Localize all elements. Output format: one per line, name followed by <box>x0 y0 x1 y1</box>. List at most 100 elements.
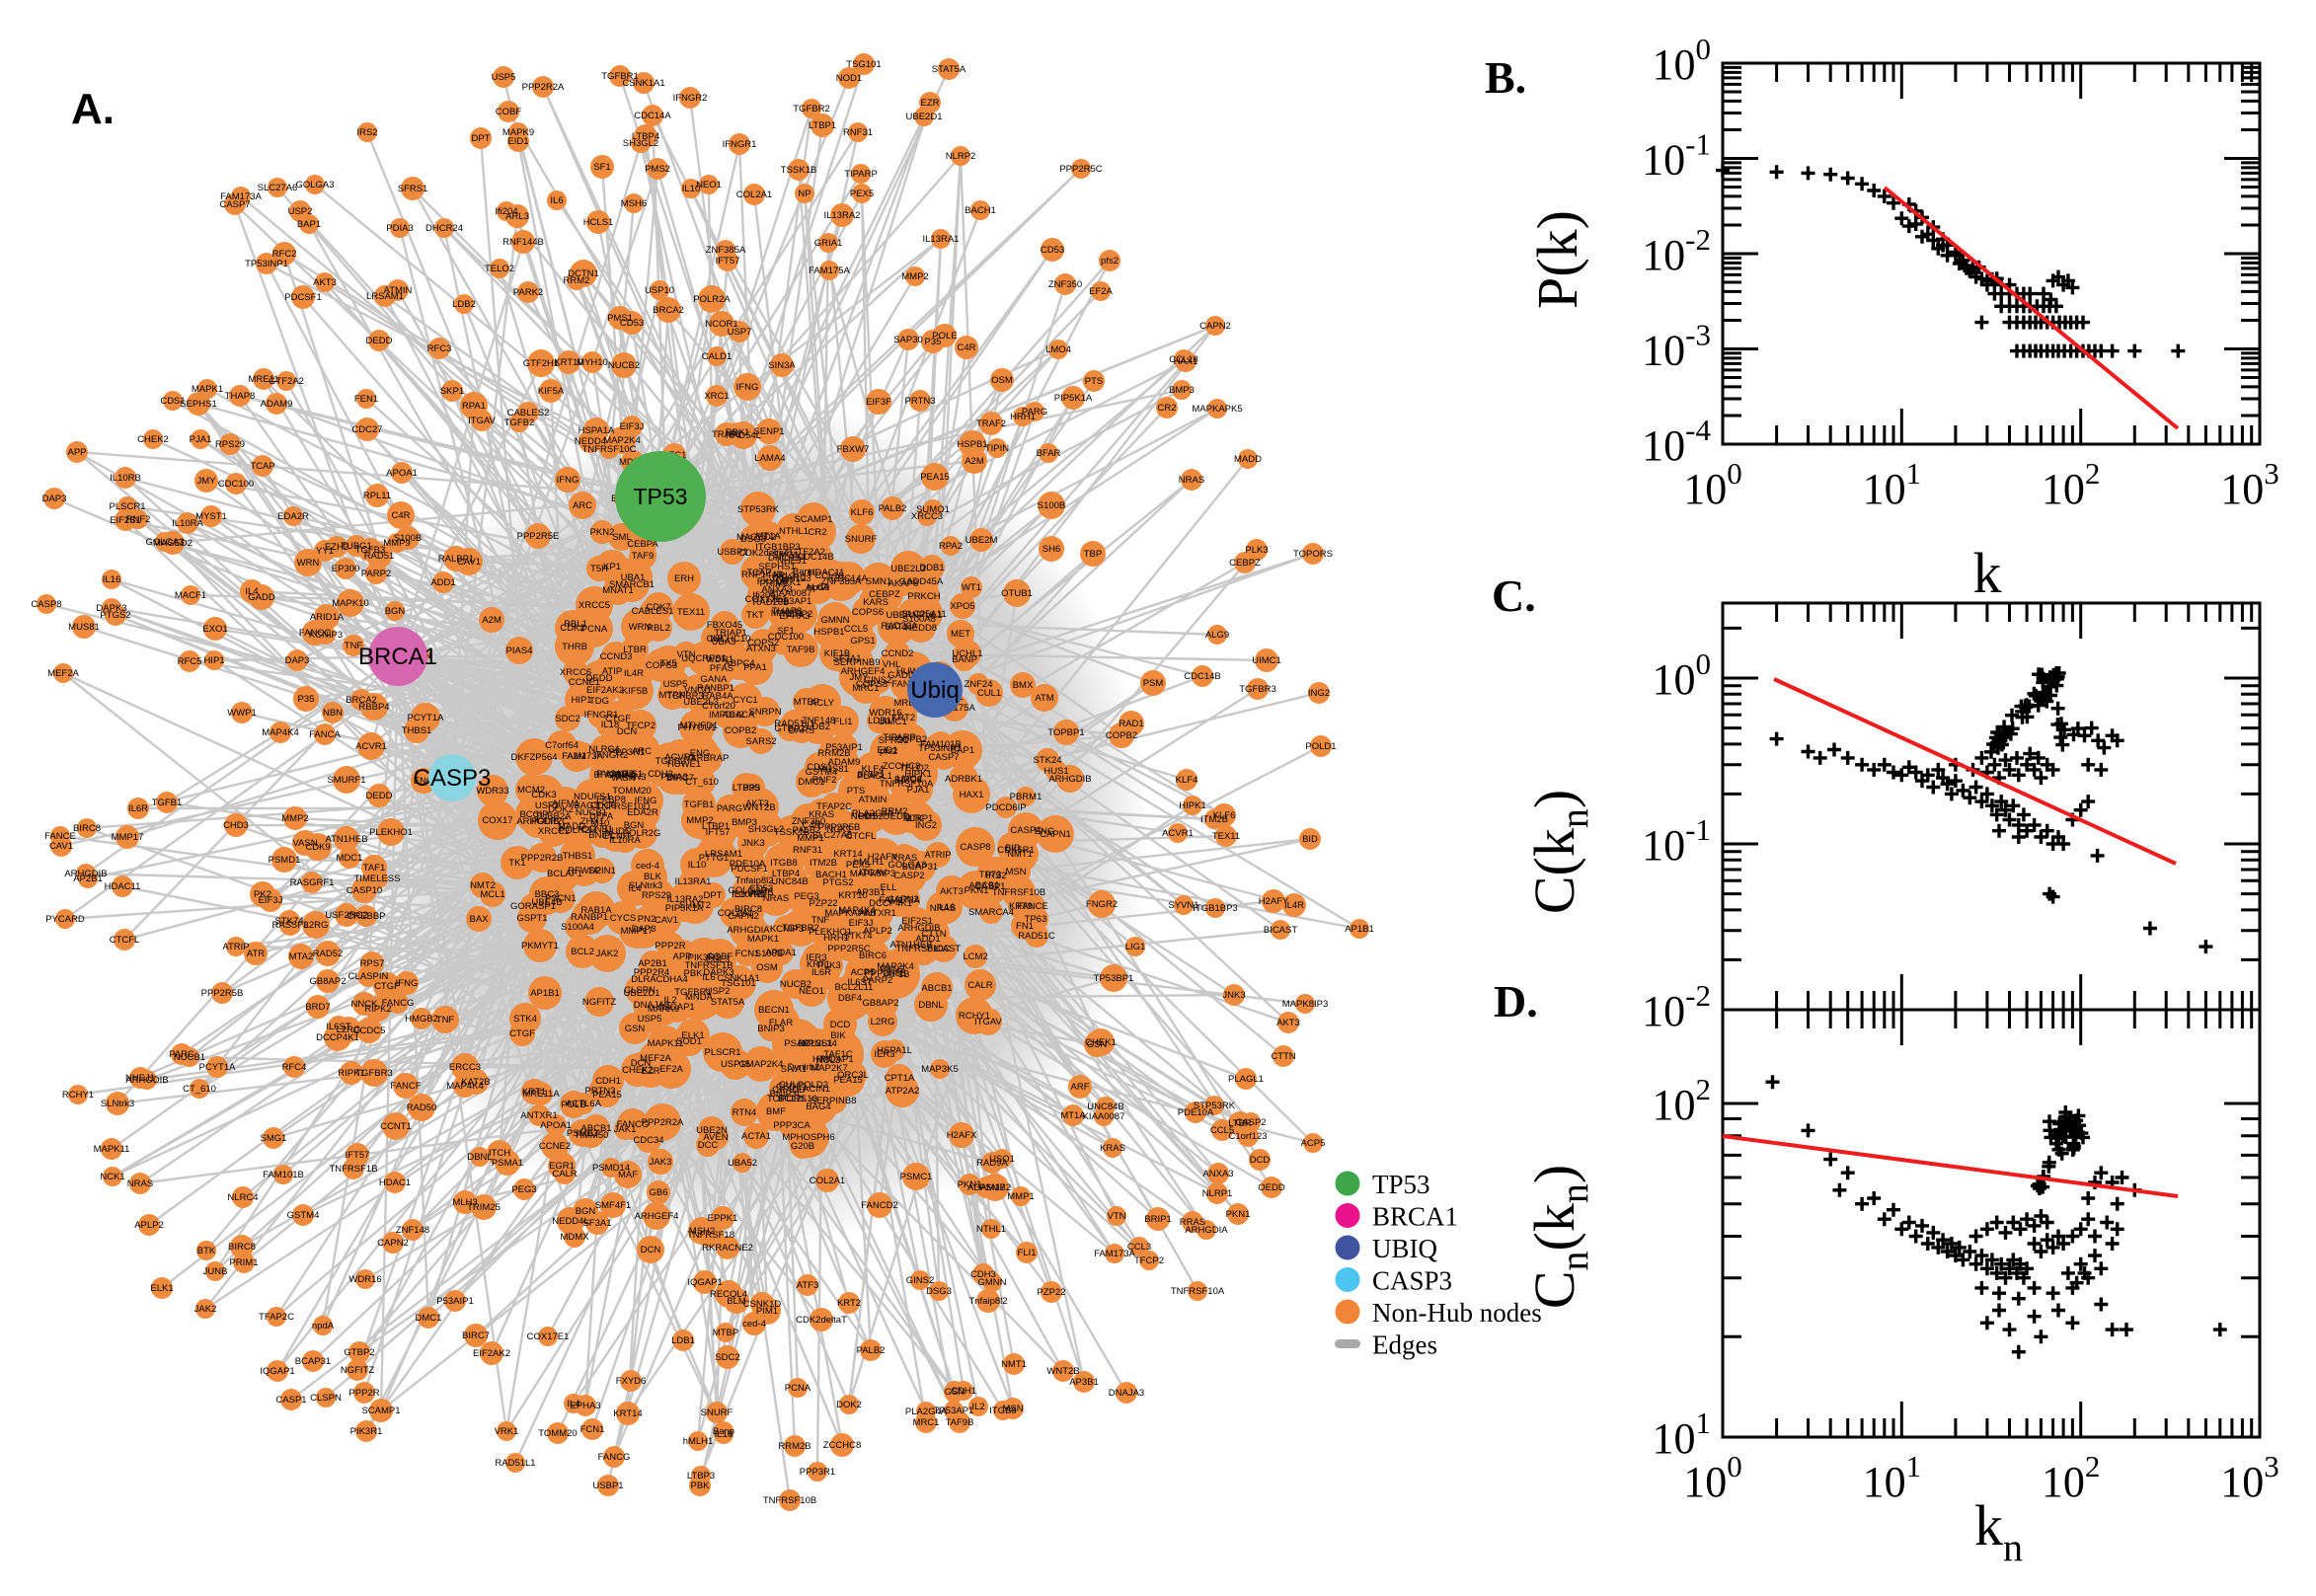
svg-text:IL10: IL10 <box>682 184 701 194</box>
svg-text:FANCG: FANCG <box>617 1119 650 1130</box>
svg-text:CTGF: CTGF <box>374 981 400 992</box>
svg-text:NGFITZ: NGFITZ <box>341 1365 374 1376</box>
svg-text:PPP3CA: PPP3CA <box>773 1120 811 1131</box>
svg-text:BNIP3: BNIP3 <box>757 1024 784 1034</box>
svg-text:DOK2: DOK2 <box>836 1400 862 1410</box>
svg-text:PLSCR1: PLSCR1 <box>110 501 146 512</box>
svg-text:CDH1: CDH1 <box>595 1076 621 1087</box>
svg-text:RIPK1: RIPK1 <box>338 1068 364 1079</box>
svg-text:RPA2: RPA2 <box>939 541 963 552</box>
svg-text:RFC4: RFC4 <box>282 1062 307 1073</box>
svg-text:KARS: KARS <box>863 597 888 608</box>
svg-text:TFAP2C: TFAP2C <box>816 801 852 812</box>
svg-text:BTK: BTK <box>905 813 924 824</box>
svg-text:HCLS1: HCLS1 <box>613 769 644 780</box>
svg-text:DCN: DCN <box>641 1245 661 1255</box>
svg-text:ANXA3: ANXA3 <box>761 584 792 595</box>
svg-text:GTF2H1: GTF2H1 <box>523 358 559 369</box>
svg-text:MAPK11: MAPK11 <box>94 1144 130 1155</box>
svg-text:IL2: IL2 <box>663 995 676 1006</box>
svg-text:USP15: USP15 <box>721 1059 750 1070</box>
svg-text:RPA1: RPA1 <box>462 401 486 412</box>
svg-text:TP53: TP53 <box>1372 1170 1430 1199</box>
svg-text:PARC: PARC <box>169 1049 194 1060</box>
svg-text:CCNB1: CCNB1 <box>581 824 613 835</box>
svg-text:MAP2K4: MAP2K4 <box>603 435 641 446</box>
svg-text:ADAM9: ADAM9 <box>261 399 293 410</box>
svg-text:NBN: NBN <box>323 708 343 719</box>
svg-text:ACVR1: ACVR1 <box>664 752 696 763</box>
svg-text:THAP8: THAP8 <box>225 391 256 402</box>
svg-text:COPB2: COPB2 <box>725 725 756 736</box>
svg-text:ENG: ENG <box>690 748 711 759</box>
svg-text:VASN: VASN <box>292 838 317 849</box>
svg-text:MMP2: MMP2 <box>281 813 308 824</box>
svg-text:IL13RA2: IL13RA2 <box>824 210 861 221</box>
svg-text:TIPIN: TIPIN <box>985 443 1009 454</box>
svg-text:Ifi204: Ifi204 <box>495 206 517 217</box>
svg-text:USF2RC2: USF2RC2 <box>325 910 367 921</box>
svg-text:IMPDH2: IMPDH2 <box>709 710 744 721</box>
svg-text:SNURF: SNURF <box>701 1407 733 1418</box>
svg-text:ATM: ATM <box>1035 693 1053 704</box>
svg-text:SCAMP1: SCAMP1 <box>794 514 832 525</box>
svg-text:PARP2: PARP2 <box>863 975 892 986</box>
svg-text:UBIQ: UBIQ <box>1372 1234 1437 1263</box>
svg-text:UBA1: UBA1 <box>621 572 646 583</box>
svg-text:DEDD: DEDD <box>586 673 613 684</box>
svg-text:AP2B1: AP2B1 <box>73 874 103 884</box>
svg-text:CDK7: CDK7 <box>646 602 670 613</box>
svg-text:STK24: STK24 <box>1033 755 1061 766</box>
svg-text:SMG1: SMG1 <box>773 550 800 561</box>
svg-text:CASP7: CASP7 <box>928 752 959 763</box>
svg-text:IRS2: IRS2 <box>985 871 1006 881</box>
svg-text:EDA2R: EDA2R <box>627 807 658 818</box>
svg-text:KLF6: KLF6 <box>1213 810 1236 821</box>
svg-text:IFT57: IFT57 <box>346 1150 370 1161</box>
svg-text:HIP1: HIP1 <box>571 695 591 706</box>
svg-text:PARG: PARG <box>1022 407 1047 418</box>
svg-text:ZNF350: ZNF350 <box>1048 279 1082 290</box>
svg-text:UIMC1: UIMC1 <box>1252 655 1281 666</box>
svg-text:S100B: S100B <box>755 949 784 959</box>
svg-text:NEO1: NEO1 <box>696 180 722 190</box>
svg-text:IL16: IL16 <box>103 574 121 585</box>
svg-text:MMP1: MMP1 <box>797 833 823 844</box>
svg-text:CDC27: CDC27 <box>351 424 382 435</box>
svg-text:UBA3: UBA3 <box>712 637 736 647</box>
svg-text:GMAP2K4: GMAP2K4 <box>739 1059 784 1070</box>
svg-text:MLH3: MLH3 <box>452 1197 477 1208</box>
svg-text:RNF2: RNF2 <box>126 514 151 525</box>
svg-text:FANCG: FANCG <box>382 998 415 1009</box>
svg-text:MUS81: MUS81 <box>817 764 849 775</box>
svg-text:TNFRSF1B: TNFRSF1B <box>329 1164 377 1175</box>
svg-text:UBERNPUL1: UBERNPUL1 <box>886 610 942 621</box>
svg-text:COPS3: COPS3 <box>646 660 677 671</box>
svg-text:HRH1: HRH1 <box>823 933 849 944</box>
svg-text:PKN1: PKN1 <box>1226 1209 1251 1220</box>
svg-text:HRK: HRK <box>812 1054 833 1065</box>
svg-text:RAD1: RAD1 <box>1119 719 1143 729</box>
svg-text:RBX1: RBX1 <box>726 427 750 438</box>
svg-text:PBK: PBK <box>690 1481 710 1491</box>
svg-text:LRSAM1: LRSAM1 <box>366 291 404 302</box>
svg-text:ERH: ERH <box>674 573 694 584</box>
svg-text:ABCB1: ABCB1 <box>580 1123 611 1134</box>
svg-text:RNF31: RNF31 <box>843 127 873 138</box>
svg-text:ATN1HEB: ATN1HEB <box>325 834 367 845</box>
svg-text:BACH1: BACH1 <box>815 870 847 880</box>
svg-text:MAGED2: MAGED2 <box>153 538 193 549</box>
svg-text:COPS2: COPS2 <box>747 638 779 648</box>
svg-text:SLC27A6: SLC27A6 <box>258 183 298 193</box>
svg-text:RPS29: RPS29 <box>642 890 671 901</box>
svg-text:TNFRSF1B: TNFRSF1B <box>684 960 733 971</box>
svg-text:SNURF: SNURF <box>845 534 878 545</box>
svg-text:RFC2: RFC2 <box>272 249 297 260</box>
svg-text:NEDD4: NEDD4 <box>575 436 606 447</box>
svg-text:SAP30: SAP30 <box>893 335 923 345</box>
svg-text:POLR2A: POLR2A <box>693 294 731 305</box>
svg-text:GB8AP2: GB8AP2 <box>863 998 899 1009</box>
svg-text:KIF1B: KIF1B <box>824 648 850 659</box>
svg-text:KRT14: KRT14 <box>613 1408 642 1419</box>
svg-text:NLRC4: NLRC4 <box>588 744 619 755</box>
